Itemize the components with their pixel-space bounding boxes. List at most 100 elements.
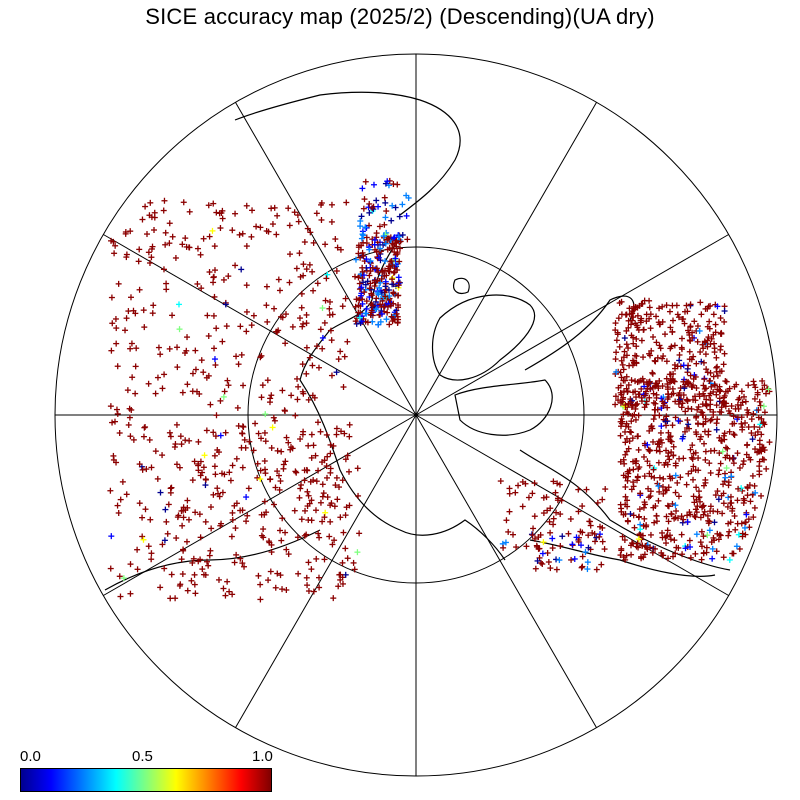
accuracy-marker xyxy=(257,224,264,231)
accuracy-marker xyxy=(653,391,660,398)
accuracy-marker xyxy=(638,337,645,344)
accuracy-marker xyxy=(319,345,326,352)
accuracy-marker xyxy=(356,280,363,287)
accuracy-marker xyxy=(632,458,639,465)
accuracy-marker xyxy=(150,302,157,309)
accuracy-marker xyxy=(396,213,403,220)
accuracy-marker xyxy=(684,308,691,315)
accuracy-marker xyxy=(696,327,703,334)
accuracy-marker xyxy=(362,224,369,231)
accuracy-marker xyxy=(306,354,313,361)
accuracy-marker xyxy=(341,430,348,437)
accuracy-marker xyxy=(141,324,148,331)
accuracy-marker xyxy=(720,481,727,488)
accuracy-marker xyxy=(716,531,723,538)
accuracy-marker xyxy=(759,445,766,452)
accuracy-marker xyxy=(375,203,382,210)
accuracy-marker xyxy=(166,429,173,436)
accuracy-marker xyxy=(699,341,706,348)
accuracy-marker xyxy=(168,571,175,578)
accuracy-marker xyxy=(243,518,250,525)
accuracy-marker xyxy=(315,574,322,581)
accuracy-marker xyxy=(672,472,679,479)
accuracy-marker xyxy=(547,505,554,512)
accuracy-marker xyxy=(666,456,673,463)
accuracy-marker xyxy=(636,506,643,513)
accuracy-marker xyxy=(213,209,220,216)
accuracy-marker xyxy=(157,351,164,358)
accuracy-marker xyxy=(136,500,143,507)
accuracy-marker xyxy=(108,347,115,354)
accuracy-marker xyxy=(184,497,191,504)
accuracy-marker xyxy=(587,522,594,529)
accuracy-marker xyxy=(760,444,767,451)
accuracy-marker xyxy=(617,552,624,559)
accuracy-marker xyxy=(285,439,292,446)
accuracy-marker xyxy=(369,264,376,271)
accuracy-marker xyxy=(275,276,282,283)
accuracy-marker xyxy=(331,503,338,510)
accuracy-marker xyxy=(174,344,181,351)
coastline-canadian-archipelago xyxy=(454,379,553,436)
accuracy-marker xyxy=(752,446,759,453)
colorbar-tick-mid: 0.5 xyxy=(132,748,153,765)
accuracy-marker xyxy=(646,462,653,469)
colorbar: 0.0 0.5 1.0 xyxy=(20,748,273,794)
accuracy-marker xyxy=(319,481,326,488)
accuracy-marker xyxy=(707,469,714,476)
accuracy-marker xyxy=(676,389,683,396)
accuracy-marker xyxy=(204,558,211,565)
accuracy-marker xyxy=(159,385,166,392)
accuracy-marker xyxy=(648,473,655,480)
meridian-line xyxy=(235,102,417,416)
accuracy-marker xyxy=(197,556,204,563)
accuracy-marker xyxy=(214,485,221,492)
accuracy-marker xyxy=(670,553,677,560)
accuracy-marker xyxy=(370,206,377,213)
accuracy-marker xyxy=(720,490,727,497)
accuracy-marker xyxy=(640,504,647,511)
accuracy-marker xyxy=(735,531,742,538)
accuracy-marker xyxy=(151,209,158,216)
accuracy-marker xyxy=(626,467,633,474)
accuracy-marker xyxy=(276,287,283,294)
accuracy-marker xyxy=(186,437,193,444)
accuracy-marker xyxy=(389,262,396,269)
graticule xyxy=(54,53,778,777)
accuracy-marker xyxy=(324,271,331,278)
accuracy-marker xyxy=(622,501,629,508)
accuracy-marker xyxy=(657,321,664,328)
accuracy-marker xyxy=(697,348,704,355)
accuracy-marker xyxy=(321,514,328,521)
accuracy-marker xyxy=(695,467,702,474)
accuracy-marker xyxy=(628,551,635,558)
accuracy-marker xyxy=(289,323,296,330)
accuracy-marker xyxy=(304,488,311,495)
accuracy-marker xyxy=(248,322,255,329)
accuracy-marker xyxy=(310,442,317,449)
accuracy-marker xyxy=(318,199,325,206)
accuracy-marker xyxy=(375,321,382,328)
accuracy-marker xyxy=(705,334,712,341)
accuracy-marker xyxy=(519,478,526,485)
accuracy-marker xyxy=(599,538,606,545)
accuracy-marker xyxy=(267,568,274,575)
accuracy-marker xyxy=(639,375,646,382)
accuracy-marker xyxy=(313,210,320,217)
accuracy-marker xyxy=(366,200,373,207)
accuracy-marker xyxy=(749,472,756,479)
accuracy-marker xyxy=(309,362,316,369)
accuracy-marker xyxy=(682,545,689,552)
accuracy-marker xyxy=(583,486,590,493)
accuracy-marker xyxy=(704,323,711,330)
accuracy-marker xyxy=(760,420,767,427)
accuracy-marker xyxy=(327,327,334,334)
accuracy-marker xyxy=(257,467,264,474)
accuracy-marker xyxy=(711,537,718,544)
accuracy-marker xyxy=(655,497,662,504)
accuracy-marker xyxy=(382,199,389,206)
accuracy-marker xyxy=(342,545,349,552)
accuracy-marker xyxy=(745,516,752,523)
accuracy-marker xyxy=(373,230,380,237)
accuracy-marker xyxy=(198,285,205,292)
